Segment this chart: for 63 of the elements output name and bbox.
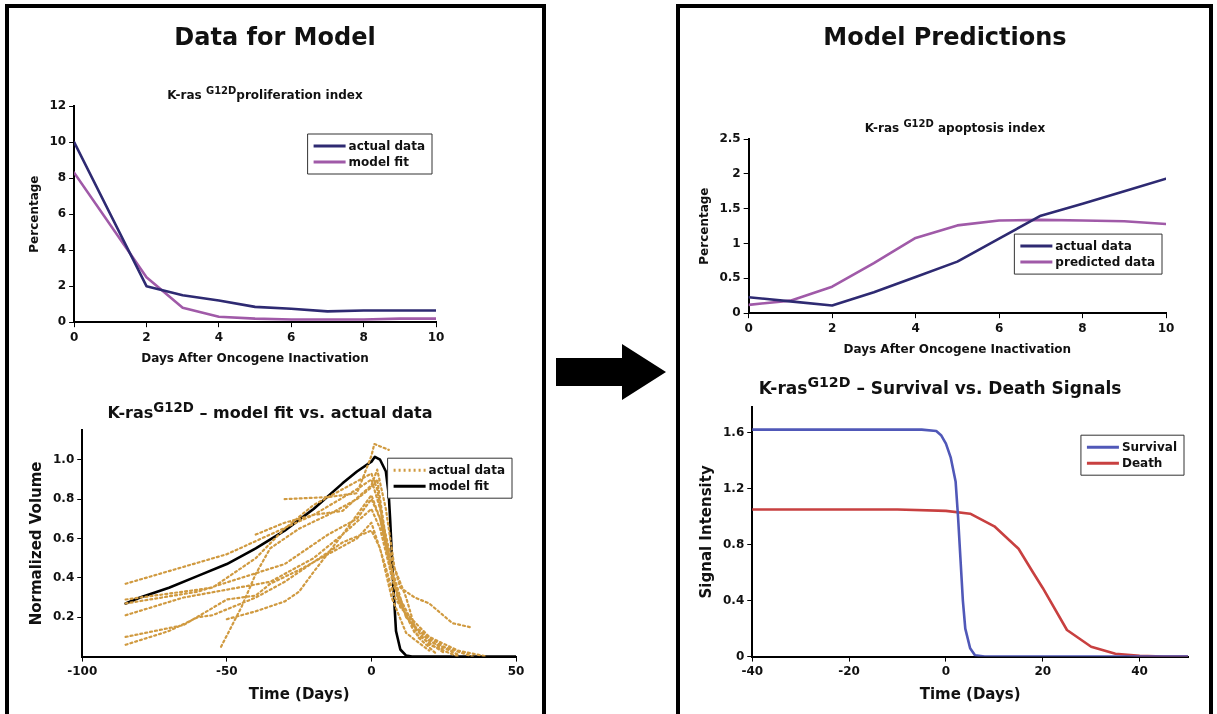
legend-label: Survival (1121, 440, 1178, 455)
x-tick-label: -50 (215, 663, 238, 678)
chart-title: Model Predictions (822, 23, 1068, 51)
x-axis-title: Time (Days) (248, 684, 350, 703)
legend-label: predicted data (1055, 255, 1156, 270)
x-tick-label: 4 (214, 329, 224, 344)
x-tick-label: 40 (1131, 663, 1148, 678)
y-tick-label: 0.4 (52, 569, 75, 584)
x-tick-label: 6 (287, 329, 296, 344)
y-tick-label: 2 (57, 278, 67, 293)
x-tick-label: 6 (994, 320, 1004, 335)
x-tick-label: -100 (67, 663, 98, 678)
legend-label: actual data (1055, 239, 1132, 254)
y-axis-title: Percentage (697, 187, 712, 265)
x-axis-title: Time (Days) (919, 684, 1021, 703)
y-tick-label: 10 (49, 134, 67, 149)
chart-title: K-ras$^{G12D}$ – model fit vs. actual data (106, 400, 434, 423)
y-tick-label: 2.5 (719, 131, 741, 146)
y-tick-label: 1.0 (52, 451, 75, 466)
legend-label: Death (1121, 456, 1163, 471)
x-tick-label: 10 (1157, 320, 1175, 335)
chart-subtitle: K-ras $^{G12D}$proliferation index (166, 85, 364, 102)
legend-label: actual data (428, 463, 506, 478)
y-axis-title: Normalized Volume (26, 461, 45, 626)
x-tick-label: 4 (911, 320, 920, 335)
y-tick-label: 0.6 (52, 530, 75, 545)
x-tick-label: 0 (941, 663, 951, 678)
x-tick-label: 8 (359, 329, 368, 344)
y-tick-label: 0.8 (52, 491, 75, 506)
y-tick-label: 0 (732, 305, 741, 320)
legend-label: actual data (348, 139, 426, 154)
x-tick-label: 10 (427, 329, 445, 344)
y-axis-title: Percentage (27, 175, 42, 253)
y-tick-label: 0.8 (722, 536, 745, 551)
y-tick-label: 4 (57, 242, 67, 257)
x-tick-label: 2 (142, 329, 151, 344)
y-tick-label: 0.5 (719, 270, 741, 285)
y-tick-label: 1.2 (722, 480, 745, 495)
y-tick-label: 0 (735, 648, 745, 663)
y-tick-label: 1.6 (722, 424, 745, 439)
x-tick-label: -40 (741, 663, 764, 678)
chart-title: K-ras$^{G12D}$ – Survival vs. Death Signals (757, 374, 1123, 398)
y-tick-label: 2 (732, 165, 741, 180)
y-tick-label: 8 (57, 170, 67, 185)
x-axis-title: Days After Oncogene Inactivation (843, 341, 1072, 356)
x-tick-label: 8 (1078, 320, 1087, 335)
y-tick-label: 12 (49, 98, 67, 113)
y-tick-label: 6 (57, 206, 67, 221)
legend-label: model fit (348, 155, 410, 170)
x-tick-label: -20 (838, 663, 860, 678)
chart-title: Data for Model (173, 23, 377, 51)
x-axis-title: Days After Oncogene Inactivation (141, 350, 369, 365)
x-tick-label: 50 (507, 663, 525, 678)
chart-subtitle: K-ras $^{G12D}$ apoptosis index (863, 118, 1047, 135)
y-tick-label: 0.4 (722, 592, 745, 607)
legend-label: model fit (428, 479, 490, 494)
x-tick-label: 0 (367, 663, 376, 678)
y-tick-label: 1.5 (719, 200, 741, 215)
y-axis-title: Signal Intensity (696, 465, 715, 599)
x-tick-label: 20 (1034, 663, 1052, 678)
x-tick-label: 2 (827, 320, 837, 335)
y-tick-label: 1 (732, 235, 741, 250)
y-tick-label: 0.2 (52, 609, 75, 624)
